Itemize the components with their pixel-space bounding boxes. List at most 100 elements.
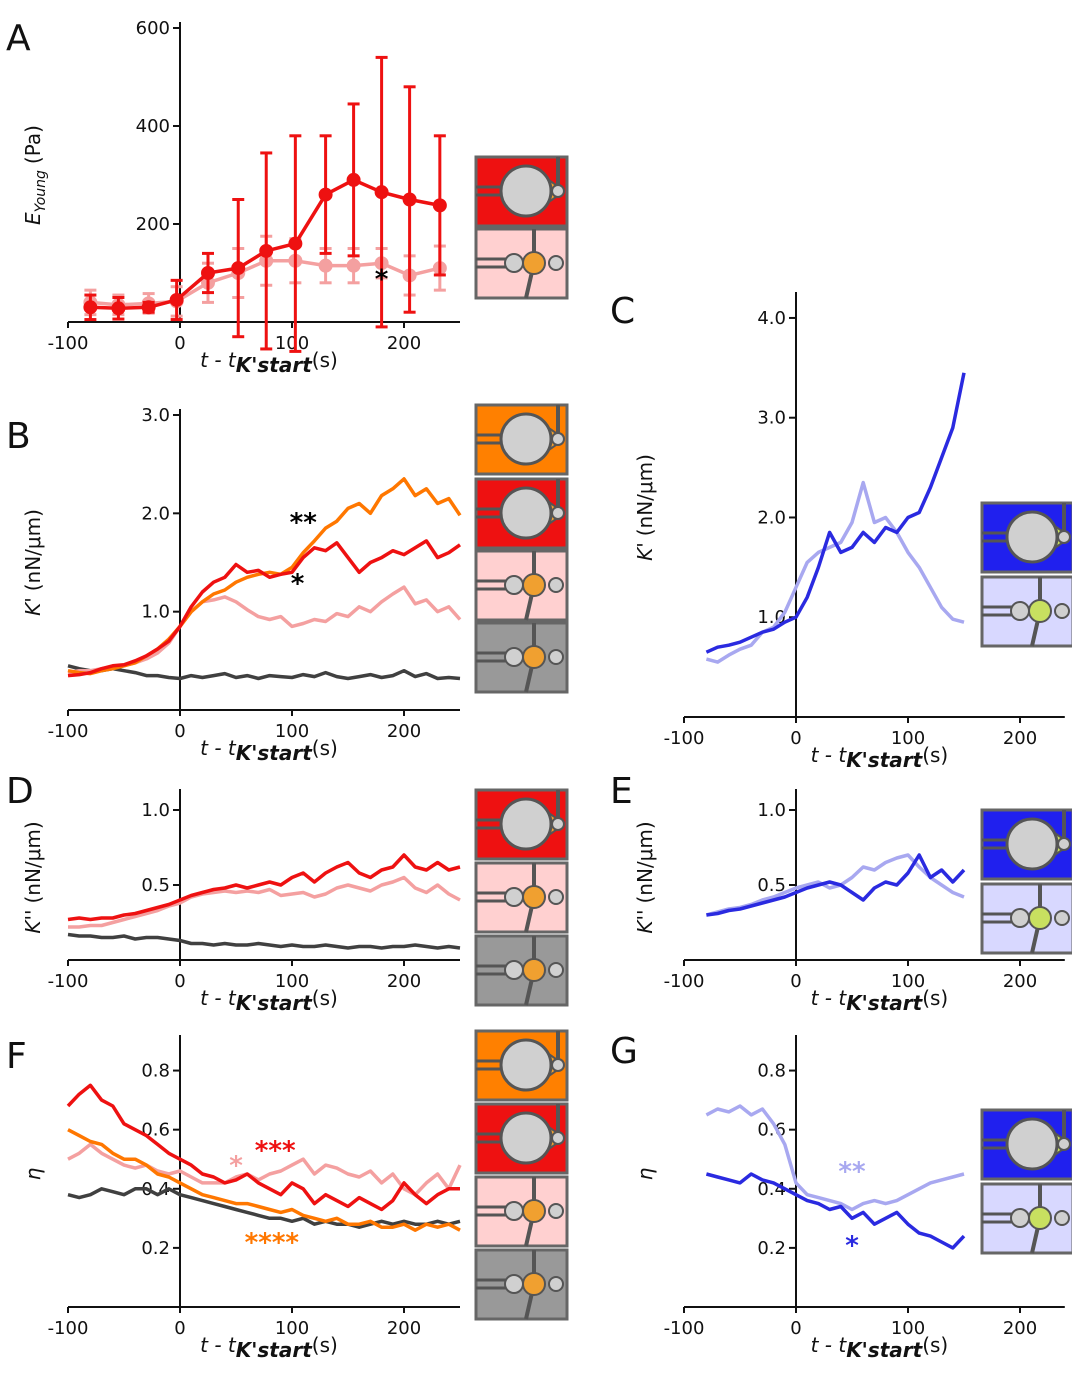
schematic-icon xyxy=(980,501,1072,574)
y-label-unit: (nN/μm) xyxy=(21,509,45,591)
x-label-main: t - t xyxy=(811,1333,848,1357)
schematic-icon xyxy=(474,1029,569,1102)
schematic-icon xyxy=(474,788,569,861)
icon-bead xyxy=(504,575,524,595)
y-label-main: K' xyxy=(21,597,45,616)
icon-bead xyxy=(1010,601,1030,621)
y-tick-label: 4.0 xyxy=(757,308,786,329)
x-tick-label: 200 xyxy=(387,1318,421,1339)
icon-bead xyxy=(548,255,564,271)
icon-bead xyxy=(1057,837,1071,851)
y-tick-label: 0.8 xyxy=(141,1061,170,1082)
icon-bead xyxy=(548,577,564,593)
significance-annotation: **** xyxy=(245,1228,300,1258)
x-tick-label: 100 xyxy=(275,333,309,354)
x-label-main: t - t xyxy=(200,736,237,760)
marker xyxy=(402,192,417,207)
y-axis-label: η xyxy=(21,1167,45,1180)
x-label-unit: (s) xyxy=(312,736,338,760)
icon-cell xyxy=(522,251,546,275)
panel-letter: F xyxy=(6,1036,27,1077)
marker xyxy=(288,236,303,251)
icon-bead xyxy=(504,1201,524,1221)
x-tick-label: -100 xyxy=(48,721,89,742)
x-tick-label: 100 xyxy=(275,971,309,992)
x-axis-label: t - tK'start(s) xyxy=(200,348,338,377)
icon-cell xyxy=(522,1272,546,1296)
x-label-unit: (s) xyxy=(312,1333,338,1357)
significance-annotation: * xyxy=(229,1151,243,1181)
series-line xyxy=(706,853,966,917)
x-label-sub: K'start xyxy=(846,748,923,772)
y-tick-label: 0.6 xyxy=(141,1120,170,1141)
marker xyxy=(432,198,447,213)
x-tick-label: -100 xyxy=(664,728,705,749)
x-label-sub: K'start xyxy=(236,991,313,1015)
schematic-icon xyxy=(474,934,569,1007)
marker xyxy=(201,266,215,280)
y-tick-label: 0.2 xyxy=(757,1238,786,1259)
x-label-main: t - t xyxy=(200,986,237,1010)
x-axis-label: t - tK'start(s) xyxy=(811,743,949,772)
icon-bead xyxy=(504,887,524,907)
y-tick-label: 200 xyxy=(136,214,170,235)
icon-cell xyxy=(1028,1206,1052,1230)
series-line xyxy=(67,853,461,922)
x-axis-label: t - tK'start(s) xyxy=(200,986,338,1015)
y-axis-label: K'' (nN/μm) xyxy=(633,821,657,933)
y-tick-label: 3.0 xyxy=(757,408,786,429)
icon-bead xyxy=(548,1276,564,1292)
marker xyxy=(231,261,246,276)
schematic-icon xyxy=(474,1248,569,1321)
y-label-main: K'' xyxy=(21,910,45,934)
marker xyxy=(318,258,333,273)
series-line xyxy=(67,932,461,950)
icon-bead xyxy=(548,649,564,665)
x-tick-label: 200 xyxy=(1003,971,1037,992)
icon-cell xyxy=(499,412,553,466)
y-label-main: K' xyxy=(633,542,657,561)
icon-cell xyxy=(499,486,553,540)
icon-cell xyxy=(1005,1117,1059,1171)
x-tick-label: 200 xyxy=(387,721,421,742)
x-label-main: t - t xyxy=(200,348,237,372)
schematic-icon xyxy=(474,477,569,550)
icon-cell xyxy=(522,1199,546,1223)
x-label-main: t - t xyxy=(200,1333,237,1357)
y-tick-label: 1.0 xyxy=(141,602,170,623)
icon-cell xyxy=(1005,817,1059,871)
icon-bead xyxy=(1010,908,1030,928)
x-label-main: t - t xyxy=(811,986,848,1010)
schematic-icon xyxy=(980,1108,1072,1181)
y-tick-label: 1.0 xyxy=(141,800,170,821)
x-tick-label: -100 xyxy=(48,971,89,992)
icon-cell xyxy=(1005,510,1059,564)
y-axis-label: EYoung (Pa) xyxy=(21,125,49,225)
y-label-main: K'' xyxy=(633,910,657,934)
y-axis-label: K' (nN/μm) xyxy=(21,509,45,616)
marker xyxy=(374,185,389,200)
x-label-unit: (s) xyxy=(312,986,338,1010)
icon-cell xyxy=(522,885,546,909)
series-line xyxy=(67,1142,462,1197)
x-tick-label: 200 xyxy=(1003,728,1037,749)
y-tick-label: 0.4 xyxy=(141,1179,170,1200)
icon-bead xyxy=(504,960,524,980)
x-label-unit: (s) xyxy=(922,986,948,1010)
x-tick-label: 0 xyxy=(790,728,801,749)
x-label-sub: K'start xyxy=(846,1338,923,1362)
significance-annotation: * xyxy=(845,1231,859,1261)
icon-bead xyxy=(1057,530,1071,544)
y-tick-label: 3.0 xyxy=(141,405,170,426)
x-tick-label: -100 xyxy=(48,1318,89,1339)
x-tick-label: -100 xyxy=(48,333,89,354)
marker xyxy=(169,292,184,307)
x-tick-label: 100 xyxy=(891,1318,925,1339)
icon-bead xyxy=(1010,1208,1030,1228)
significance-annotation: ** xyxy=(838,1157,866,1187)
panel-letter: E xyxy=(610,771,633,812)
schematic-icon xyxy=(474,621,569,694)
marker xyxy=(141,300,156,315)
y-tick-label: 0.2 xyxy=(141,1238,170,1259)
